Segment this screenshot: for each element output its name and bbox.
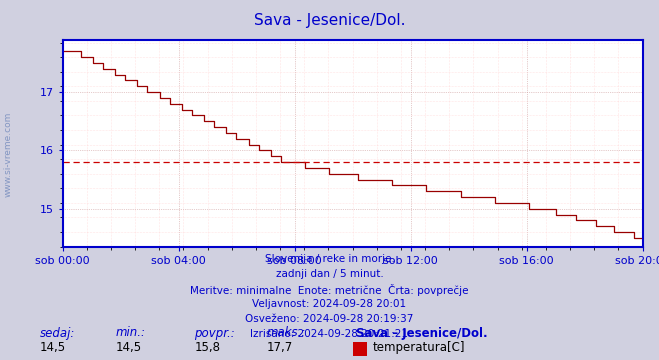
Text: Slovenija / reke in morje.: Slovenija / reke in morje. (264, 254, 395, 264)
Text: Sava - Jesenice/Dol.: Sava - Jesenice/Dol. (254, 13, 405, 28)
Text: povpr.:: povpr.: (194, 327, 235, 339)
Text: zadnji dan / 5 minut.: zadnji dan / 5 minut. (275, 269, 384, 279)
Text: Izrisano: 2024-09-28 20:21:21: Izrisano: 2024-09-28 20:21:21 (250, 329, 409, 339)
Text: Osveženo: 2024-09-28 20:19:37: Osveženo: 2024-09-28 20:19:37 (245, 314, 414, 324)
Text: maks.:: maks.: (267, 327, 306, 339)
Text: min.:: min.: (115, 327, 146, 339)
Text: 15,8: 15,8 (194, 341, 220, 354)
Text: Meritve: minimalne  Enote: metrične  Črta: povprečje: Meritve: minimalne Enote: metrične Črta:… (190, 284, 469, 296)
Text: 17,7: 17,7 (267, 341, 293, 354)
Text: sedaj:: sedaj: (40, 327, 75, 339)
Text: 14,5: 14,5 (115, 341, 142, 354)
Text: www.si-vreme.com: www.si-vreme.com (3, 112, 13, 198)
Text: 14,5: 14,5 (40, 341, 66, 354)
Text: temperatura[C]: temperatura[C] (372, 341, 465, 354)
Text: Sava – Jesenice/Dol.: Sava – Jesenice/Dol. (356, 327, 488, 339)
Text: Veljavnost: 2024-09-28 20:01: Veljavnost: 2024-09-28 20:01 (252, 299, 407, 309)
